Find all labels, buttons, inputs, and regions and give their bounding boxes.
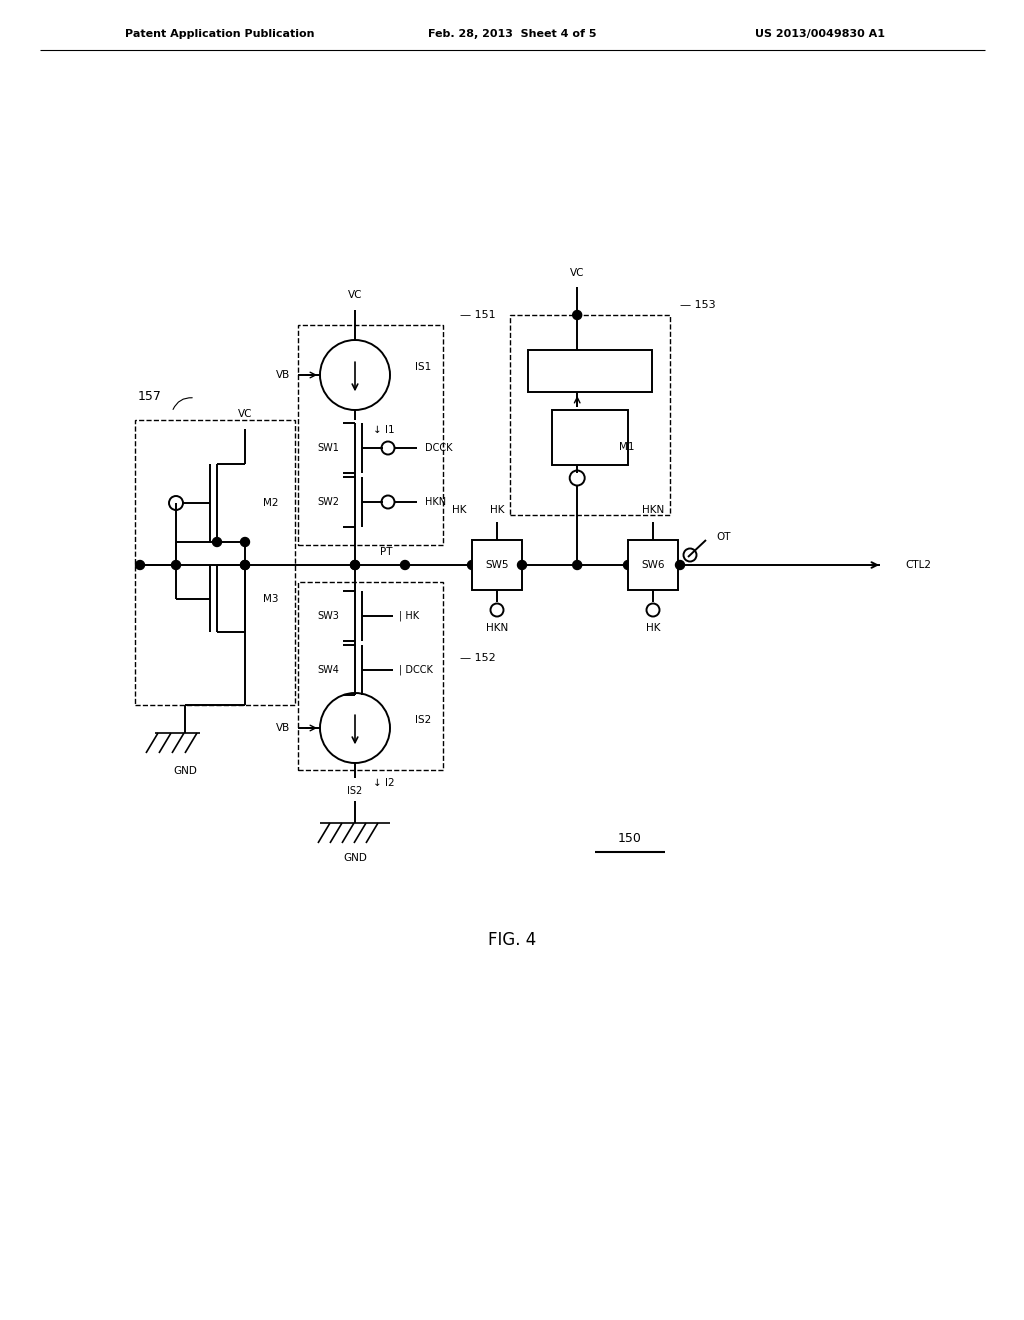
Text: VC: VC — [348, 290, 362, 300]
Text: CTL2: CTL2 — [905, 560, 931, 570]
Text: US 2013/0049830 A1: US 2013/0049830 A1 — [755, 29, 885, 40]
Text: DCCK: DCCK — [425, 444, 453, 453]
Text: SW2: SW2 — [317, 498, 339, 507]
Text: SW6: SW6 — [641, 560, 665, 570]
Text: PT: PT — [380, 546, 392, 557]
Bar — [298, 325, 443, 545]
Text: HKN: HKN — [485, 623, 508, 634]
Text: OT: OT — [716, 532, 730, 543]
Text: IS2: IS2 — [347, 785, 362, 796]
Bar — [510, 315, 670, 515]
Text: SW5: SW5 — [485, 560, 509, 570]
Circle shape — [171, 561, 180, 569]
Text: VB: VB — [275, 723, 290, 733]
Circle shape — [490, 603, 504, 616]
Text: Patent Application Publication: Patent Application Publication — [125, 29, 314, 40]
Text: GND: GND — [173, 766, 197, 776]
Bar — [552, 411, 628, 465]
Bar — [528, 350, 652, 392]
Circle shape — [572, 561, 582, 569]
Text: 157: 157 — [138, 391, 162, 404]
Circle shape — [517, 561, 526, 569]
Bar — [628, 540, 678, 590]
Text: Feb. 28, 2013  Sheet 4 of 5: Feb. 28, 2013 Sheet 4 of 5 — [428, 29, 596, 40]
Text: | HK: | HK — [399, 611, 419, 622]
Text: HK: HK — [646, 623, 660, 634]
Text: VC: VC — [570, 268, 585, 279]
Text: M2: M2 — [263, 498, 279, 508]
Circle shape — [569, 470, 585, 486]
Circle shape — [646, 603, 659, 616]
Text: GND: GND — [343, 853, 367, 863]
Circle shape — [624, 561, 633, 569]
Circle shape — [213, 537, 221, 546]
Text: IS2: IS2 — [415, 715, 431, 725]
Text: — 151: — 151 — [460, 310, 496, 319]
Text: SW3: SW3 — [317, 611, 339, 620]
Circle shape — [241, 561, 250, 569]
Bar — [472, 540, 522, 590]
Circle shape — [241, 561, 250, 569]
Text: SW4: SW4 — [317, 665, 339, 675]
Bar — [135, 420, 295, 705]
Text: VB: VB — [275, 370, 290, 380]
Circle shape — [382, 441, 394, 454]
Text: IS1: IS1 — [415, 362, 431, 372]
Text: HK: HK — [489, 506, 504, 515]
Text: M1: M1 — [620, 442, 635, 451]
Text: M3: M3 — [263, 594, 279, 603]
Text: FIG. 4: FIG. 4 — [487, 931, 537, 949]
Text: ↓ I1: ↓ I1 — [373, 425, 394, 436]
Text: — 153: — 153 — [680, 300, 716, 310]
Text: 150: 150 — [618, 832, 642, 845]
Circle shape — [241, 537, 250, 546]
Bar — [298, 582, 443, 770]
Circle shape — [350, 561, 359, 569]
Circle shape — [169, 496, 183, 510]
Circle shape — [676, 561, 684, 569]
Text: HKN: HKN — [642, 506, 665, 515]
Text: HKN: HKN — [425, 498, 446, 507]
Text: HK: HK — [452, 506, 466, 515]
Text: VC: VC — [238, 409, 252, 418]
Circle shape — [468, 561, 476, 569]
Circle shape — [683, 549, 696, 561]
Circle shape — [400, 561, 410, 569]
Text: | DCCK: | DCCK — [399, 665, 433, 676]
Text: — 152: — 152 — [460, 653, 496, 663]
Circle shape — [135, 561, 144, 569]
Circle shape — [382, 495, 394, 508]
Circle shape — [572, 310, 582, 319]
Circle shape — [350, 561, 359, 569]
Text: SW1: SW1 — [317, 444, 339, 453]
Text: ↓ I2: ↓ I2 — [373, 777, 394, 788]
